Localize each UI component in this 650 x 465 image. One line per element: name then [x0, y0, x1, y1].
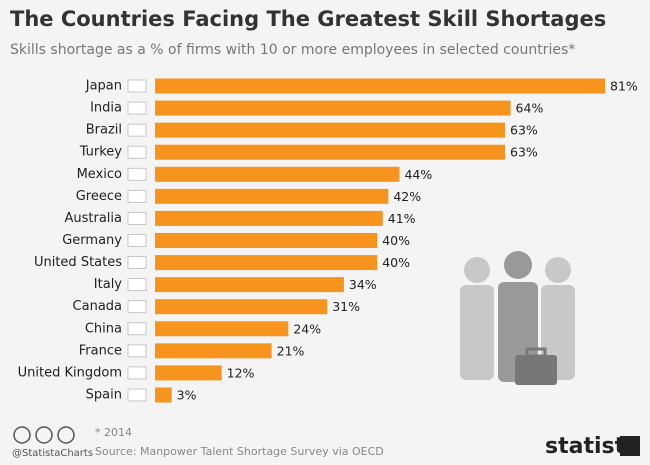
value-label: 63%	[510, 145, 538, 160]
category-label: Brazil	[86, 123, 122, 138]
bar	[155, 122, 505, 138]
cc-icons	[13, 426, 75, 444]
bar	[155, 232, 378, 248]
bar	[155, 166, 400, 182]
bar	[155, 387, 172, 403]
people-illustration	[460, 251, 575, 385]
category-label: Italy	[94, 277, 123, 292]
category-label: Turkey	[79, 145, 123, 160]
value-label: 81%	[610, 79, 638, 94]
logo-mark	[620, 436, 640, 456]
bar	[155, 144, 505, 160]
flag-icon	[127, 234, 147, 247]
chart-subtitle: Skills shortage as a % of firms with 10 …	[10, 42, 575, 58]
category-label: Germany	[62, 233, 122, 248]
bar	[155, 365, 222, 381]
category-label: Mexico	[77, 167, 122, 182]
value-label: 40%	[382, 233, 410, 248]
bar	[155, 188, 389, 204]
flag-icon	[127, 123, 147, 137]
category-label: Japan	[85, 79, 122, 94]
source: Source: Manpower Talent Shortage Survey …	[95, 445, 384, 458]
flag-icon	[127, 388, 147, 402]
credit: @StatistaCharts	[12, 448, 93, 459]
flag-icon	[127, 79, 147, 93]
flag-icon	[127, 278, 147, 292]
bar	[155, 210, 383, 226]
category-label: India	[90, 101, 122, 116]
chart-title: The Countries Facing The Greatest Skill …	[10, 7, 606, 31]
category-label: France	[79, 343, 122, 358]
flag-icon	[127, 256, 147, 269]
value-label: 44%	[404, 167, 432, 182]
value-label: 64%	[516, 101, 544, 116]
flag-icon	[127, 212, 147, 225]
category-label: United States	[34, 255, 122, 270]
footnote: * 2014	[95, 426, 132, 439]
category-label: China	[85, 321, 122, 336]
flag-icon	[127, 300, 147, 314]
flag-icon	[127, 344, 147, 358]
flag-icon	[127, 322, 147, 336]
bar	[155, 321, 289, 337]
flag-icon	[127, 101, 147, 115]
flag-icon	[127, 366, 147, 380]
value-label: 41%	[388, 211, 416, 226]
bar	[155, 277, 344, 293]
flag-icon	[127, 145, 147, 159]
category-label: United Kingdom	[18, 365, 122, 380]
flag-icon	[127, 189, 147, 203]
flag-icon	[127, 167, 147, 181]
bar	[155, 78, 605, 94]
value-label: 24%	[293, 321, 321, 336]
value-label: 63%	[510, 123, 538, 138]
value-label: 40%	[382, 255, 410, 270]
category-label: Canada	[73, 299, 122, 314]
bar	[155, 299, 328, 315]
value-label: 21%	[277, 343, 305, 358]
category-label: Australia	[64, 211, 122, 226]
bar	[155, 255, 378, 271]
value-label: 34%	[349, 277, 377, 292]
value-label: 3%	[177, 387, 197, 402]
category-label: Spain	[86, 387, 122, 402]
value-label: 42%	[393, 189, 421, 204]
bar	[155, 100, 511, 116]
value-label: 31%	[332, 299, 360, 314]
category-label: Greece	[76, 189, 122, 204]
bar	[155, 343, 272, 359]
value-label: 12%	[227, 365, 255, 380]
